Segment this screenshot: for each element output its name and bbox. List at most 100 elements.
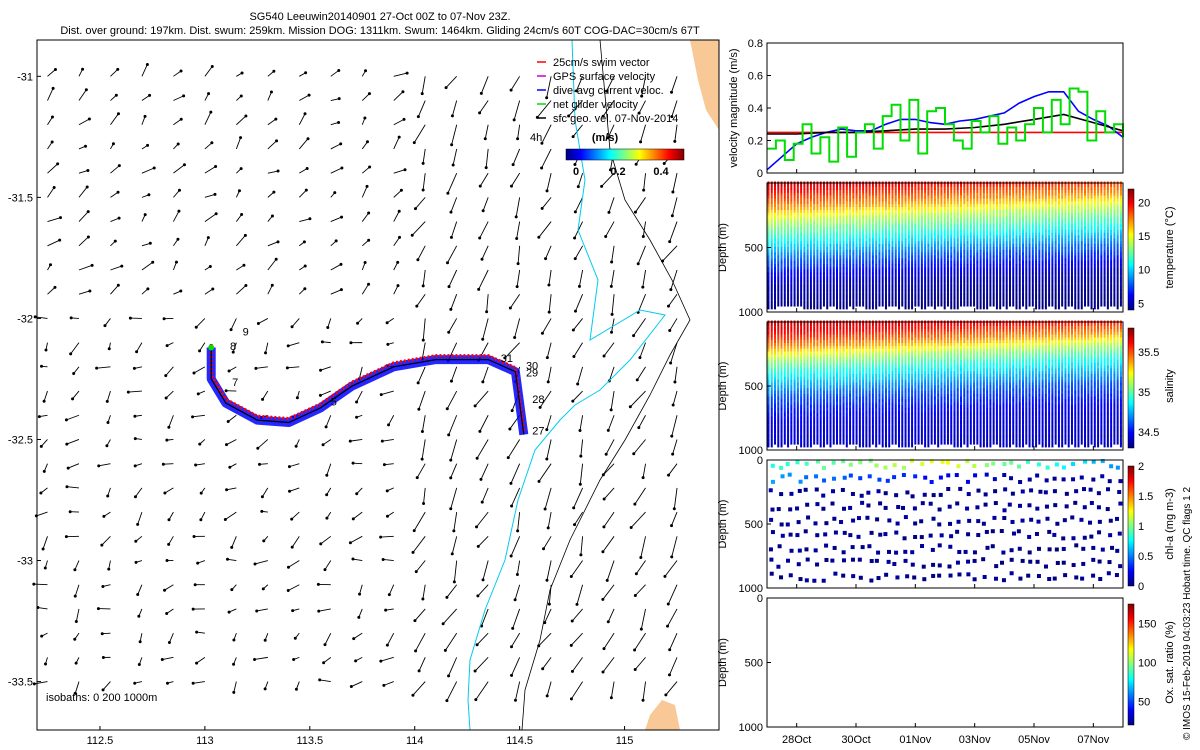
data-dot [878,255,881,259]
data-dot [770,207,773,211]
data-dot [992,297,995,301]
data-dot [953,303,956,307]
data-dot [816,258,819,262]
data-dot [790,241,793,245]
data-dot [1031,303,1034,307]
data-dot [806,255,809,259]
data-dot [891,215,894,219]
data-dot [780,224,783,228]
data-dot [780,192,783,196]
data-dot [904,204,907,208]
data-dot [845,195,848,199]
data-dot [806,252,809,256]
data-dot [800,300,803,304]
data-dot [832,218,835,222]
geo-arrow [361,93,370,101]
data-dot [979,297,982,301]
data-dot [904,295,907,299]
data-dot [849,286,852,290]
data-dot [973,292,976,296]
data-dot [969,266,972,270]
geo-arrow [671,76,678,93]
geo-arrow-head [381,557,385,561]
data-dot [1015,289,1018,293]
data-dot [868,303,871,307]
data-dot [774,292,777,296]
data-dot [858,187,861,191]
data-dot [800,277,803,281]
data-dot [862,235,865,239]
data-dot [875,204,878,208]
data-dot [787,295,790,299]
legend-entry: GPS surface velocity [553,71,656,83]
data-dot [1012,272,1015,276]
data-dot [1015,215,1018,219]
data-dot [1041,292,1044,296]
data-dot [950,263,953,267]
data-dot [979,232,982,236]
data-dot [849,292,852,296]
geo-arrow-head [52,185,56,189]
data-dot [950,277,953,281]
geo-arrow-head [668,240,672,244]
data-dot [819,232,822,236]
data-dot [826,297,829,301]
data-dot [940,226,943,230]
data-dot [963,272,966,276]
geo-arrow-head [116,67,120,71]
data-dot [917,277,920,281]
data-dot [937,286,940,290]
data-dot [770,229,773,233]
data-dot [940,235,943,239]
data-dot [767,215,770,219]
data-dot [933,277,936,281]
geo-arrow [571,681,583,700]
data-dot [907,229,910,233]
data-dot [986,221,989,225]
data-dot [1012,297,1015,301]
data-dot [1031,209,1034,213]
data-dot [858,221,861,225]
geo-arrow-head [151,260,155,264]
data-dot [849,207,852,211]
data-dot [793,226,796,230]
data-dot [1018,243,1021,247]
data-dot [901,192,904,196]
data-dot [963,201,966,205]
geo-arrow [510,463,521,484]
data-dot [1022,209,1025,213]
data-dot [973,212,976,216]
data-dot [924,255,927,259]
data-dot [911,303,914,307]
geo-arrow [141,95,150,101]
data-dot [787,269,790,273]
data-dot [777,297,780,301]
data-dot [999,195,1002,199]
day-label: 29 [526,368,538,380]
data-dot [930,204,933,208]
data-dot [898,209,901,213]
data-dot [800,246,803,250]
data-dot [1015,306,1018,310]
data-dot [966,232,969,236]
data-dot [898,295,901,299]
data-dot [855,252,858,256]
data-dot [809,306,812,310]
geo-arrow-head [663,574,667,578]
data-dot [878,201,881,205]
data-dot [924,260,927,264]
data-dot [767,218,770,222]
data-dot [826,255,829,259]
data-dot [979,263,982,267]
day-label: 7 [232,377,238,389]
geo-arrow-head [446,191,450,195]
geo-arrow [75,608,80,622]
geo-arrow-head [385,321,389,325]
data-dot [806,201,809,205]
data-dot [767,190,770,194]
data-dot [943,289,946,293]
data-dot [986,192,989,196]
data-dot [976,292,979,296]
data-dot [832,235,835,239]
